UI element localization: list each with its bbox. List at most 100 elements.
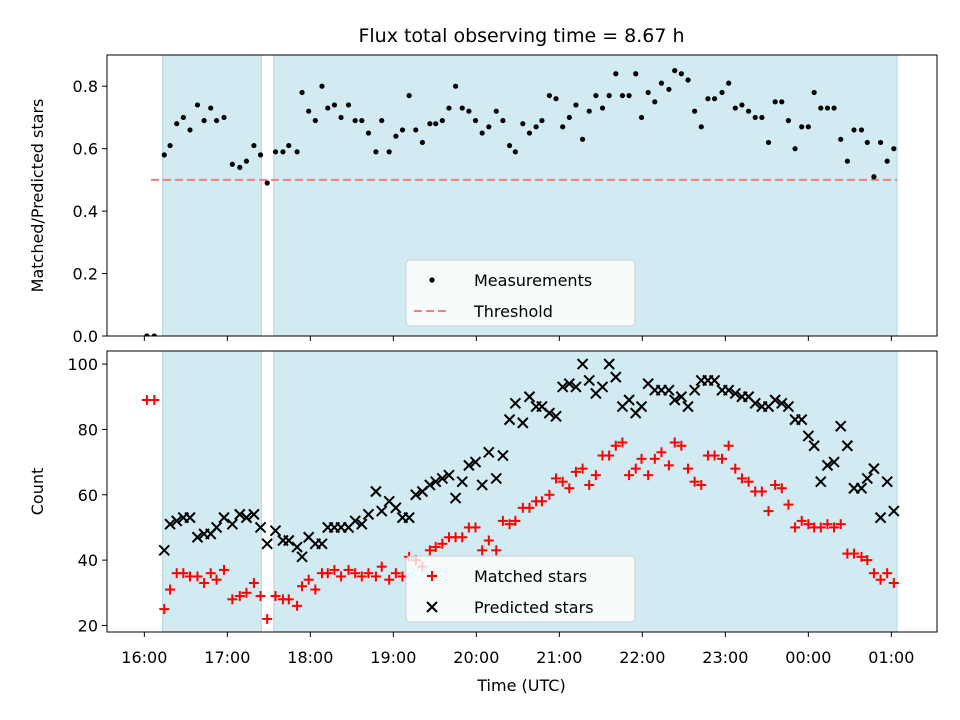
legend-label: Threshold bbox=[473, 302, 553, 321]
predicted-star-point bbox=[517, 417, 529, 429]
predicted-star-point bbox=[449, 492, 462, 504]
predicted-star-point bbox=[556, 381, 569, 393]
predicted-star-point bbox=[835, 420, 847, 432]
matched-star-point bbox=[483, 535, 494, 546]
predicted-star-point bbox=[171, 515, 183, 527]
predicted-star-point bbox=[349, 515, 361, 527]
matched-star-point bbox=[390, 568, 401, 579]
x-tick-label: 20:00 bbox=[453, 648, 499, 667]
measurement-point bbox=[393, 133, 399, 139]
matched-star-point bbox=[219, 564, 230, 575]
matched-star-point bbox=[696, 479, 707, 490]
matched-star-point bbox=[888, 577, 899, 588]
measurement-point bbox=[399, 127, 406, 133]
measurement-point bbox=[626, 92, 632, 99]
predicted-star-point bbox=[722, 384, 735, 396]
matched-star-point bbox=[248, 577, 259, 588]
predicted-star-point bbox=[356, 518, 368, 530]
measurement-point bbox=[745, 108, 752, 114]
measurement-point bbox=[493, 108, 499, 114]
matched-star-point bbox=[178, 568, 189, 579]
measurement-point bbox=[345, 102, 352, 108]
matched-star-point bbox=[303, 574, 314, 585]
matched-star-point bbox=[384, 574, 395, 585]
measurement-point bbox=[520, 121, 526, 127]
predicted-star-point bbox=[390, 502, 402, 514]
matched-star-point bbox=[815, 522, 826, 533]
measurement-point bbox=[818, 105, 824, 111]
matched-star-point bbox=[717, 453, 728, 464]
legend-matched-swatch bbox=[427, 571, 437, 581]
matched-star-point bbox=[790, 522, 801, 533]
matched-star-point bbox=[643, 470, 654, 481]
x-tick-label: 23:00 bbox=[702, 648, 748, 667]
matched-star-point bbox=[676, 440, 687, 451]
predicted-star-point bbox=[410, 489, 422, 501]
matched-star-point bbox=[624, 470, 635, 481]
measurement-point bbox=[506, 142, 513, 149]
measurement-point bbox=[711, 96, 718, 102]
legend-measurement-swatch bbox=[429, 277, 435, 283]
matched-star-point bbox=[504, 519, 515, 530]
measurement-point bbox=[658, 80, 665, 86]
matched-star-point bbox=[356, 571, 367, 582]
matched-star-point bbox=[763, 506, 774, 517]
measurement-point bbox=[286, 142, 292, 149]
measurement-point bbox=[884, 158, 890, 164]
measurement-point bbox=[705, 96, 711, 102]
matched-star-point bbox=[430, 542, 441, 553]
predicted-star-point bbox=[296, 551, 308, 563]
measurement-point bbox=[732, 105, 738, 111]
measurement-point bbox=[566, 114, 572, 121]
matched-star-point bbox=[329, 564, 340, 575]
measurement-point bbox=[194, 102, 201, 108]
matched-star-point bbox=[590, 470, 601, 481]
measurement-point bbox=[365, 130, 372, 136]
predicted-star-point bbox=[503, 413, 516, 426]
legend-box bbox=[405, 555, 636, 623]
predicted-star-point bbox=[868, 462, 880, 475]
measurement-point bbox=[486, 124, 492, 130]
measurement-point bbox=[698, 124, 704, 130]
matched-star-point bbox=[551, 473, 562, 484]
measurement-point bbox=[257, 152, 264, 158]
predicted-star-point bbox=[776, 397, 788, 409]
predicted-star-point bbox=[682, 400, 694, 413]
predicted-star-point bbox=[663, 384, 675, 396]
predicted-star-point bbox=[610, 371, 622, 383]
measurement-point bbox=[180, 114, 186, 121]
predicted-star-point bbox=[749, 397, 761, 409]
predicted-star-point bbox=[543, 407, 556, 419]
measurement-point bbox=[526, 130, 533, 136]
measurement-point bbox=[479, 130, 485, 136]
y-tick-label: 20 bbox=[78, 616, 98, 635]
y-tick-label: 0.4 bbox=[73, 202, 98, 221]
matched-star-point bbox=[723, 440, 734, 451]
predicted-star-point bbox=[463, 459, 475, 472]
predicted-star-point bbox=[841, 440, 854, 452]
measurement-point bbox=[427, 121, 433, 127]
x-tick-label: 22:00 bbox=[619, 648, 665, 667]
measurement-point bbox=[633, 71, 639, 77]
observing-window-band bbox=[162, 55, 262, 336]
matched-star-point bbox=[564, 483, 575, 494]
predicted-star-point bbox=[456, 475, 468, 488]
measurement-point bbox=[678, 71, 684, 77]
x-tick-label: 01:00 bbox=[868, 648, 914, 667]
matched-star-point bbox=[350, 568, 361, 579]
matched-star-point bbox=[336, 571, 347, 582]
measurement-point bbox=[779, 99, 785, 105]
predicted-star-point bbox=[269, 525, 282, 537]
predicted-star-point bbox=[226, 518, 239, 530]
matched-star-point bbox=[241, 587, 252, 598]
axes-frame bbox=[106, 350, 938, 633]
legend: Measurements Threshold bbox=[405, 259, 636, 327]
x-tick-label: 00:00 bbox=[785, 648, 831, 667]
measurement-point bbox=[586, 108, 592, 114]
measurement-point bbox=[831, 105, 837, 111]
predicted-star-point bbox=[424, 479, 436, 491]
measurement-point bbox=[294, 149, 300, 155]
predicted-star-point bbox=[370, 485, 382, 498]
measurement-point bbox=[858, 127, 865, 133]
predicted-star-point bbox=[688, 384, 701, 396]
